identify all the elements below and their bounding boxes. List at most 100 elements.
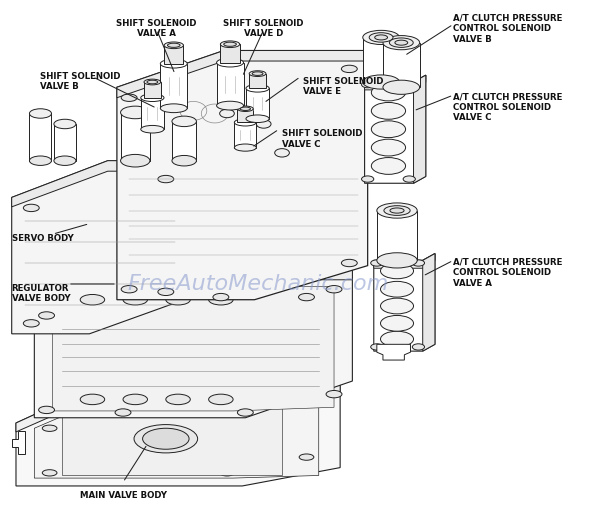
Polygon shape <box>16 381 340 486</box>
Ellipse shape <box>115 409 131 416</box>
Ellipse shape <box>377 253 417 268</box>
Ellipse shape <box>252 72 263 75</box>
Ellipse shape <box>147 80 158 84</box>
Ellipse shape <box>299 393 314 400</box>
Ellipse shape <box>249 70 266 76</box>
Text: SHIFT SOLENOID
VALVE A: SHIFT SOLENOID VALVE A <box>116 19 197 38</box>
Ellipse shape <box>403 176 416 182</box>
Ellipse shape <box>371 158 406 174</box>
Ellipse shape <box>299 454 314 460</box>
Bar <box>249 74 266 88</box>
Bar <box>216 63 243 106</box>
Ellipse shape <box>161 104 187 113</box>
Ellipse shape <box>158 175 173 183</box>
Bar <box>164 45 183 64</box>
Ellipse shape <box>134 424 197 453</box>
Ellipse shape <box>377 203 417 218</box>
Ellipse shape <box>234 144 256 151</box>
Ellipse shape <box>381 331 414 347</box>
Ellipse shape <box>219 109 234 118</box>
Ellipse shape <box>362 176 374 182</box>
Ellipse shape <box>237 409 253 416</box>
Ellipse shape <box>383 80 420 94</box>
Polygon shape <box>62 407 282 476</box>
Ellipse shape <box>299 294 314 301</box>
Ellipse shape <box>161 59 187 68</box>
Ellipse shape <box>240 107 251 110</box>
Ellipse shape <box>246 115 269 123</box>
Ellipse shape <box>371 260 383 266</box>
Ellipse shape <box>166 295 190 305</box>
Ellipse shape <box>389 38 413 47</box>
Ellipse shape <box>341 65 357 73</box>
Ellipse shape <box>208 295 233 305</box>
Polygon shape <box>12 161 184 334</box>
Text: FreeAutoMechanic.com: FreeAutoMechanic.com <box>127 274 388 294</box>
Polygon shape <box>12 431 25 454</box>
Ellipse shape <box>216 101 243 110</box>
Ellipse shape <box>381 316 414 331</box>
Ellipse shape <box>39 312 55 319</box>
Ellipse shape <box>141 125 164 133</box>
Polygon shape <box>365 75 426 90</box>
Ellipse shape <box>54 119 76 129</box>
Ellipse shape <box>371 84 406 101</box>
Bar <box>54 124 76 161</box>
Bar <box>172 122 196 161</box>
Polygon shape <box>117 50 368 98</box>
Bar <box>246 88 269 119</box>
Ellipse shape <box>246 85 269 92</box>
Ellipse shape <box>326 286 342 293</box>
Ellipse shape <box>42 425 57 431</box>
Text: SERVO BODY: SERVO BODY <box>12 234 74 243</box>
Ellipse shape <box>216 58 243 67</box>
Text: A/T CLUTCH PRESSURE
CONTROL SOLENOID
VALVE C: A/T CLUTCH PRESSURE CONTROL SOLENOID VAL… <box>453 93 563 123</box>
Text: REGULATOR
VALVE BODY: REGULATOR VALVE BODY <box>12 284 70 304</box>
Polygon shape <box>12 161 184 207</box>
Ellipse shape <box>220 41 240 47</box>
Ellipse shape <box>413 260 425 266</box>
Ellipse shape <box>381 298 414 314</box>
Bar <box>161 64 187 108</box>
Ellipse shape <box>39 406 55 413</box>
Polygon shape <box>34 394 319 478</box>
Ellipse shape <box>141 94 164 102</box>
Ellipse shape <box>224 42 237 46</box>
Ellipse shape <box>275 393 289 400</box>
Ellipse shape <box>144 79 161 85</box>
Ellipse shape <box>54 156 76 165</box>
Ellipse shape <box>23 320 39 327</box>
Ellipse shape <box>172 156 196 166</box>
Ellipse shape <box>381 281 414 297</box>
Ellipse shape <box>208 394 233 404</box>
Ellipse shape <box>371 139 406 156</box>
Bar <box>29 114 51 161</box>
Ellipse shape <box>42 470 57 476</box>
Ellipse shape <box>121 155 150 167</box>
Ellipse shape <box>363 31 400 45</box>
Text: SHIFT SOLENOID
VALVE E: SHIFT SOLENOID VALVE E <box>303 77 384 96</box>
Polygon shape <box>53 287 334 411</box>
Ellipse shape <box>363 75 400 89</box>
Bar <box>377 210 417 260</box>
Ellipse shape <box>413 344 425 350</box>
Bar <box>363 37 400 82</box>
Ellipse shape <box>29 156 51 165</box>
Ellipse shape <box>275 149 289 157</box>
Bar <box>383 43 420 87</box>
Polygon shape <box>365 75 426 183</box>
Bar <box>220 44 240 63</box>
Polygon shape <box>374 254 435 351</box>
Ellipse shape <box>375 35 387 40</box>
Ellipse shape <box>164 42 183 48</box>
Ellipse shape <box>256 120 271 128</box>
Bar <box>144 82 161 98</box>
Ellipse shape <box>172 116 196 127</box>
Ellipse shape <box>123 394 148 404</box>
Ellipse shape <box>326 390 342 398</box>
Ellipse shape <box>166 394 190 404</box>
Ellipse shape <box>213 294 229 301</box>
Ellipse shape <box>121 286 137 293</box>
Text: MAIN VALVE BODY: MAIN VALVE BODY <box>80 491 167 500</box>
Polygon shape <box>34 268 352 318</box>
